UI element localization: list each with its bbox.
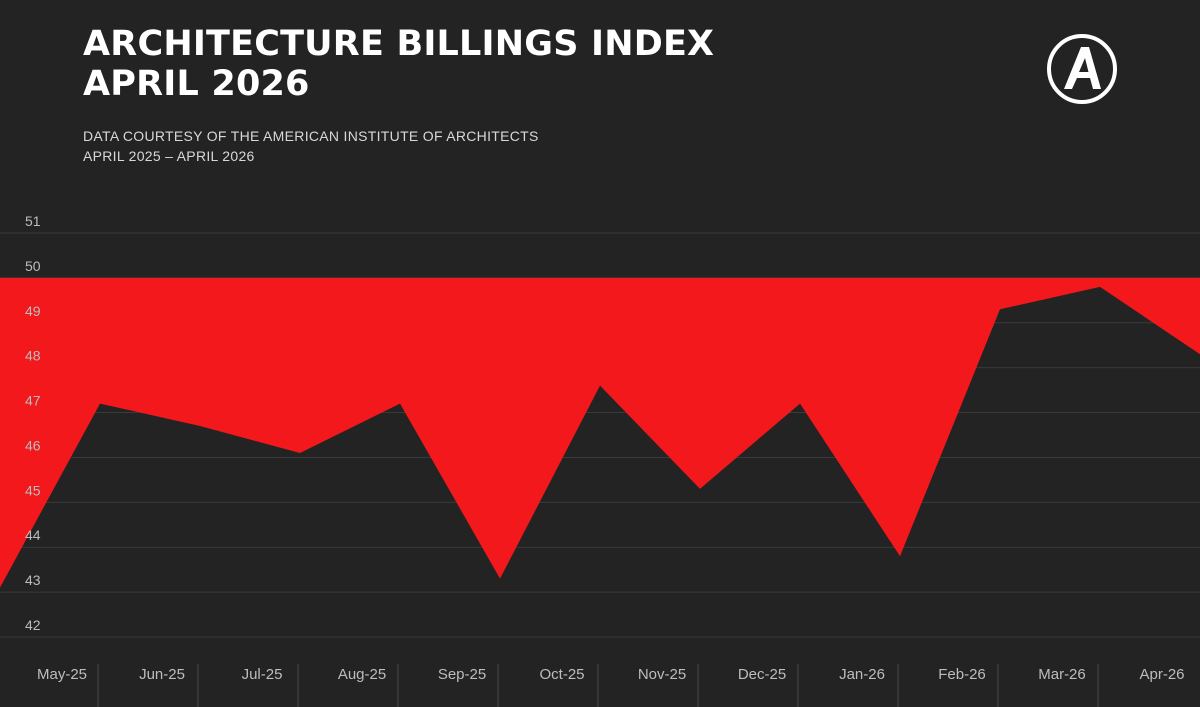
x-tick-label-Jan-26: Jan-26 <box>839 666 885 683</box>
subtitle-line-2: APRIL 2025 – APRIL 2026 <box>83 148 255 164</box>
y-tick-label-51: 51 <box>25 213 41 229</box>
y-tick-label-46: 46 <box>25 437 41 453</box>
y-tick-label-43: 43 <box>25 572 41 588</box>
y-axis: 42 43 44 45 46 47 48 49 50 51 <box>25 213 41 633</box>
area-fill <box>0 277 1200 588</box>
chart-subtitle: DATA COURTESY OF THE AMERICAN INSTITUTE … <box>83 126 714 166</box>
x-tick-label-Nov-25: Nov-25 <box>638 666 686 683</box>
area-series <box>0 277 1200 588</box>
architect-a-logo-icon <box>1047 34 1117 104</box>
x-tick-label-Mar-26: Mar-26 <box>1038 666 1086 683</box>
chart-header: ARCHITECTURE BILLINGS INDEX APRIL 2026 D… <box>83 24 714 166</box>
x-tick-label-Aug-25: Aug-25 <box>338 666 386 683</box>
title-line-1: ARCHITECTURE BILLINGS INDEX <box>83 24 715 64</box>
x-tick-label-Jul-25: Jul-25 <box>242 666 283 683</box>
subtitle-line-1: DATA COURTESY OF THE AMERICAN INSTITUTE … <box>83 128 539 144</box>
x-tick-label-Dec-25: Dec-25 <box>738 666 786 683</box>
y-tick-label-49: 49 <box>25 303 41 319</box>
x-tick-label-Jun-25: Jun-25 <box>139 666 185 683</box>
y-tick-label-47: 47 <box>25 393 41 409</box>
x-tick-label-May-25: May-25 <box>37 666 87 683</box>
y-tick-label-42: 42 <box>25 617 41 633</box>
y-tick-label-48: 48 <box>25 348 41 364</box>
x-tick-label-Feb-26: Feb-26 <box>938 666 986 683</box>
y-tick-label-50: 50 <box>25 258 41 274</box>
title-line-2: APRIL 2026 <box>83 64 310 104</box>
chart-title: ARCHITECTURE BILLINGS INDEX APRIL 2026 <box>83 24 714 104</box>
x-axis: May-25 Jun-25 Jul-25 Aug-25 Sep-25 Oct-25 Nov-… <box>37 664 1185 707</box>
y-tick-label-45: 45 <box>25 482 41 498</box>
x-tick-label-Oct-25: Oct-25 <box>539 666 584 683</box>
y-tick-label-44: 44 <box>25 527 41 543</box>
x-tick-label-Sep-25: Sep-25 <box>438 666 486 683</box>
x-tick-label-Apr-26: Apr-26 <box>1139 666 1184 683</box>
